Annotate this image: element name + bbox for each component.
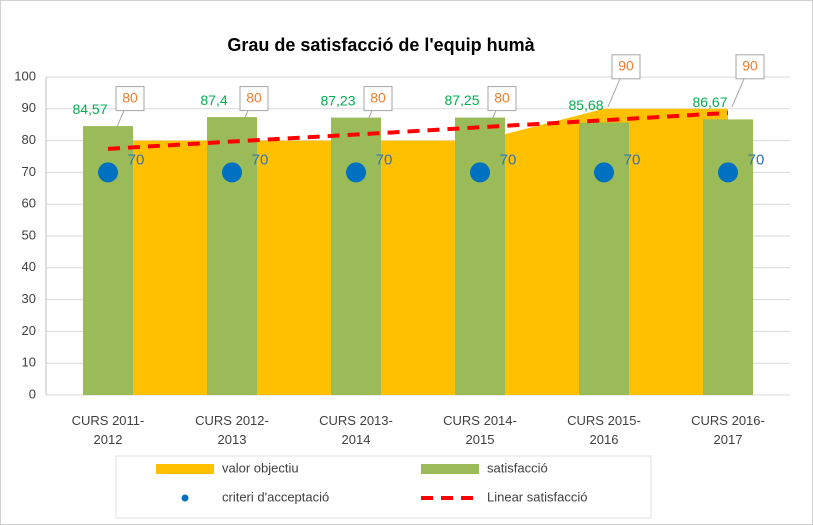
area: [108, 108, 728, 396]
y-tick-label: 70: [22, 164, 36, 179]
point: [222, 162, 242, 183]
legend-label: valor objectiu: [222, 460, 299, 475]
data-label: 90: [742, 58, 758, 74]
trendline: [107, 110, 729, 151]
x-tick-label: CURS 2011-2012: [71, 413, 145, 447]
data-label: 85,68: [568, 97, 603, 113]
bar: [703, 119, 753, 395]
y-tick-label: 50: [22, 227, 36, 242]
bar: [455, 117, 505, 396]
data-label: 70: [252, 151, 269, 168]
data-label: 80: [494, 89, 510, 105]
legend-swatch: [421, 464, 479, 474]
label-box: [487, 86, 517, 112]
data-label: 70: [624, 151, 641, 168]
data-label: 90: [618, 58, 634, 74]
label-box: [363, 86, 393, 112]
data-label: 87,25: [444, 92, 479, 108]
data-label: 70: [376, 151, 393, 168]
x-tick-label: CURS 2012-2013: [195, 413, 269, 447]
y-tick-label: 40: [22, 259, 36, 274]
legend-label: Linear satisfacció: [487, 489, 587, 504]
callout: [731, 78, 745, 107]
y-tick-label: 20: [22, 323, 36, 338]
data-label: 84,57: [72, 101, 107, 117]
chart-title: Grau de satisfacció de l'equip humà: [227, 35, 535, 55]
y-tick-label: 100: [14, 68, 36, 83]
point: [470, 162, 490, 183]
label-box: [115, 86, 145, 112]
data-label: 87,4: [200, 92, 227, 108]
data-label: 70: [128, 151, 145, 168]
label-box: [611, 54, 641, 80]
label-box: [239, 86, 269, 112]
point: [98, 162, 118, 183]
y-tick-label: 90: [22, 100, 36, 115]
point: [346, 162, 366, 183]
y-tick-label: 60: [22, 196, 36, 211]
data-label: 80: [370, 89, 386, 105]
x-tick-label: CURS 2015-2016: [567, 413, 641, 447]
callout: [607, 78, 621, 107]
data-label: 80: [122, 89, 138, 105]
x-tick-label: CURS 2016-2017: [691, 413, 765, 447]
data-label: 80: [246, 89, 262, 105]
legend-swatch: [156, 464, 214, 474]
x-tick-label: CURS 2014-2015: [443, 413, 517, 447]
bar: [331, 117, 381, 396]
data-label: 86,67: [692, 94, 727, 110]
legend-label: criteri d'acceptació: [222, 489, 329, 504]
point: [718, 162, 738, 183]
data-label: 70: [748, 151, 765, 168]
data-label: 87,23: [320, 92, 355, 108]
data-label: 70: [500, 151, 517, 168]
y-tick-label: 30: [22, 291, 36, 306]
legend-label: satisfacció: [487, 460, 548, 475]
bar: [207, 117, 257, 396]
y-tick-label: 80: [22, 132, 36, 147]
legend-swatch: [181, 494, 189, 502]
y-tick-label: 0: [29, 386, 36, 401]
x-tick-label: CURS 2013-2014: [319, 413, 393, 447]
point: [594, 162, 614, 183]
label-box: [735, 54, 765, 80]
y-tick-label: 10: [22, 355, 36, 370]
